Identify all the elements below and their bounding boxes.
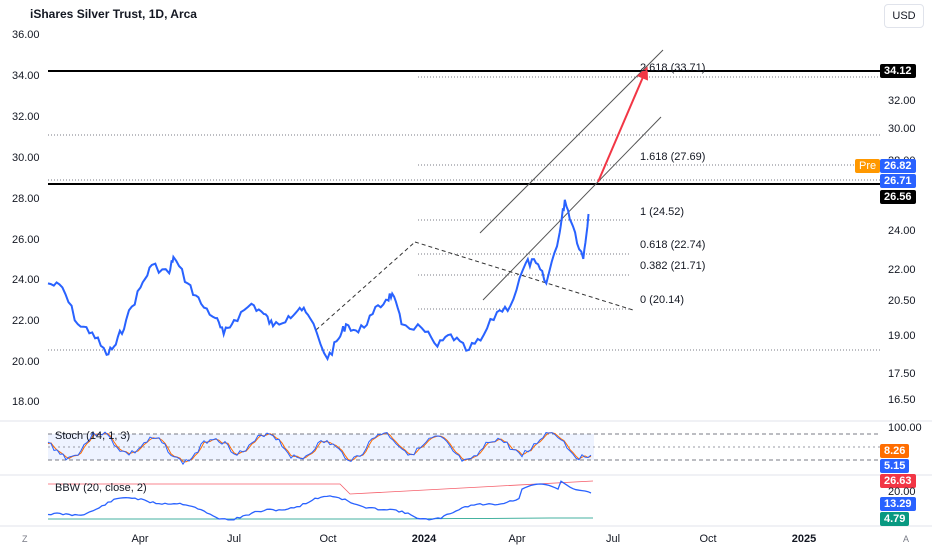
left-axis-tick: 28.00 xyxy=(12,193,40,205)
fib-label: 1.618 (27.69) xyxy=(640,151,705,163)
x-axis-tick: Jul xyxy=(606,533,620,545)
x-axis-tick: Apr xyxy=(131,533,148,545)
stoch-k-tag: 5.15 xyxy=(880,459,910,473)
x-axis-tick: 2024 xyxy=(412,533,437,545)
right-axis-tick: 17.50 xyxy=(888,368,916,380)
left-axis-tick: 24.00 xyxy=(12,274,40,286)
x-axis-tick: Apr xyxy=(508,533,525,545)
bbw-lower-line xyxy=(48,517,593,520)
right-axis-tick: 22.00 xyxy=(888,264,916,276)
timezone-toggle[interactable]: Z xyxy=(22,534,28,544)
dashed-trendline-down[interactable] xyxy=(414,241,634,311)
premarket-price-tag: 26.82 xyxy=(880,159,916,173)
fib-label: 0.382 (21.71) xyxy=(640,260,705,272)
price-line[interactable] xyxy=(47,199,590,362)
right-axis-tick: 19.00 xyxy=(888,330,916,342)
left-axis-tick: 30.00 xyxy=(12,152,40,164)
bbw-line[interactable] xyxy=(47,480,592,521)
x-axis-tick: Jul xyxy=(227,533,241,545)
x-axis-tick: Oct xyxy=(319,533,336,545)
right-axis-tick: 32.00 xyxy=(888,95,916,107)
bbw-value-tag: 13.29 xyxy=(880,497,916,511)
auto-scale-toggle[interactable]: A xyxy=(903,534,910,544)
bbw-upper-line xyxy=(48,480,594,495)
level-top-tag: 34.12 xyxy=(880,64,916,78)
level-mid-tag: 26.56 xyxy=(880,190,916,204)
dashed-trendline-up[interactable] xyxy=(315,241,416,331)
x-axis-tick: Oct xyxy=(699,533,716,545)
fib-label: 0.618 (22.74) xyxy=(640,239,705,251)
left-axis-tick: 18.00 xyxy=(12,396,40,408)
bbw-indicator-label[interactable]: BBW (20, close, 2) xyxy=(55,482,147,494)
channel-upper-line[interactable] xyxy=(479,49,664,234)
x-axis-tick: 2025 xyxy=(792,533,816,545)
left-axis-tick: 26.00 xyxy=(12,234,40,246)
left-axis-tick: 34.00 xyxy=(12,70,40,82)
stoch-d-tag: 8.26 xyxy=(880,444,910,458)
left-axis-tick: 22.00 xyxy=(12,315,40,327)
right-axis-tick: 30.00 xyxy=(888,123,916,135)
fib-label: 2.618 (33.71) xyxy=(640,62,705,74)
currency-button[interactable]: USD xyxy=(884,4,924,28)
right-axis-tick: 24.00 xyxy=(888,225,916,237)
right-axis-tick: 20.50 xyxy=(888,295,916,307)
premarket-label-tag: Pre xyxy=(855,159,881,173)
right-axis-tick: 16.50 xyxy=(888,394,916,406)
stoch-scale-label: 100.00 xyxy=(888,422,922,434)
projection-arrow[interactable] xyxy=(597,69,647,183)
left-axis-tick: 32.00 xyxy=(12,111,40,123)
bbw-lower-tag: 4.79 xyxy=(880,512,910,526)
bbw-upper-tag: 26.63 xyxy=(880,474,916,488)
bbw-scale-label: 20.00 xyxy=(888,486,916,498)
stoch-k-line[interactable] xyxy=(47,431,592,466)
last-price-tag: 26.71 xyxy=(880,174,916,188)
stoch-indicator-label[interactable]: Stoch (14, 1, 3) xyxy=(55,430,131,442)
fib-label: 0 (20.14) xyxy=(640,294,684,306)
chart-title: iShares Silver Trust, 1D, Arca xyxy=(30,7,197,21)
arrow-head-icon xyxy=(636,66,649,81)
channel-lower-line[interactable] xyxy=(482,116,662,301)
fib-label: 1 (24.52) xyxy=(640,206,684,218)
left-axis-tick: 36.00 xyxy=(12,29,40,41)
left-axis-tick: 20.00 xyxy=(12,356,40,368)
